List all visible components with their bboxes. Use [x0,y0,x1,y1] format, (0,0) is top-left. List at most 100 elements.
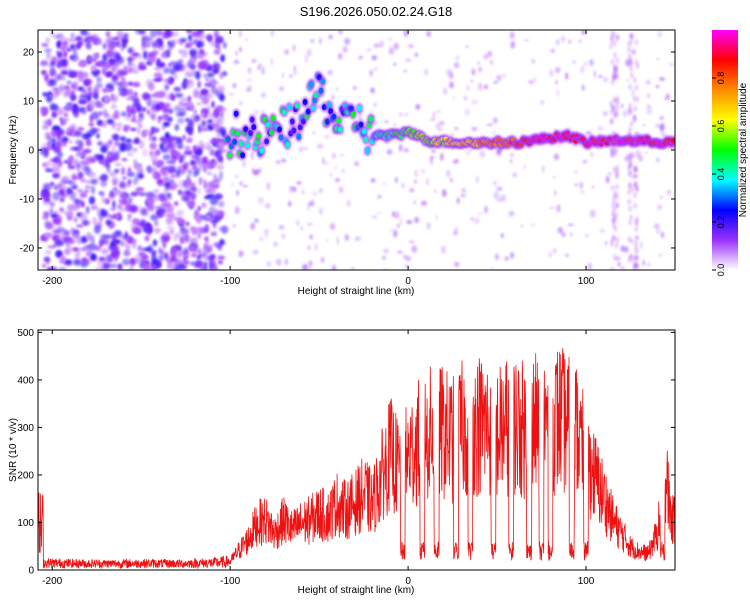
spectrogram-noise-blob [125,112,129,122]
spectrogram-noise-blob [464,108,471,116]
spectrogram-noise-blob [233,224,236,228]
spectrogram-noise-blob [161,201,167,206]
spectrogram-noise-blob [39,147,48,156]
spectrogram-noise-blob [209,149,216,156]
spectrogram-noise-blob [656,157,660,163]
spectrogram-noise-blob [470,79,473,83]
spectrogram-noise-blob [628,162,632,169]
spectrogram-noise-blob [134,172,142,181]
spectrogram-noise-blob [415,104,421,110]
spectrogram-noise-blob [377,44,384,47]
colorbar-gradient [712,30,738,270]
colorbar-tick-label: 0.6 [716,120,726,133]
spectrogram-noise-blob [168,142,173,148]
spectrogram-noise-blob [630,120,634,127]
spectrogram-noise-blob [634,226,638,233]
spectrogram-noise-blob [610,103,615,110]
spectrogram-noise-blob [610,34,614,41]
spectrogram-noise-blob [574,171,578,174]
spectrogram-noise-blob [400,217,402,226]
spectrogram-noise-blob [252,169,259,175]
spectrogram-noise-blob [265,203,271,209]
spectrogram-noise-blob [46,51,51,60]
spectrogram-noise-blob [52,183,58,188]
spectrogram-noise-blob [201,156,209,165]
spectrogram-noise-blob [82,71,89,79]
spectrogram-noise-blob [466,149,469,157]
spectrogram-noise-blob [151,103,155,111]
spectrogram-noise-blob [48,78,57,86]
spectrogram-track-core [671,138,675,143]
spectrogram-noise-blob [640,241,643,249]
spectrogram-noise-blob [135,165,142,172]
spectrogram-noise-blob [160,235,166,244]
y-tick-label: 10 [23,97,35,108]
spectrogram-noise-blob [392,211,395,218]
spectrogram-noise-blob [195,70,201,80]
spectrogram-track-core [368,115,374,122]
spectrogram-noise-blob [60,255,66,264]
spectrogram-noise-blob [235,50,238,56]
spectrogram-track-core [296,133,302,140]
spectrogram-noise-blob [358,55,363,60]
spectrogram-noise-blob [95,266,105,270]
spectrogram-noise-blob [510,252,515,259]
spectrogram-noise-blob [561,36,566,42]
spectrogram-noise-blob [40,70,47,74]
spectrogram-noise-blob [626,79,630,82]
spectrogram-noise-blob [188,34,193,41]
spectrogram-noise-blob [133,228,141,234]
spectrogram-noise-blob [102,142,111,149]
spectrogram-noise-blob [217,260,223,265]
spectrogram-noise-blob [121,157,128,162]
spectrogram-noise-blob [117,203,123,210]
spectrogram-noise-blob [83,80,90,87]
spectrogram-noise-blob [45,168,54,172]
spectrogram-noise-blob [581,30,586,35]
spectrogram-noise-blob [109,263,118,269]
spectrogram-noise-blob [642,123,645,127]
spectrogram-noise-blob [173,86,182,92]
spectrogram-noise-blob [659,195,664,199]
spectrogram-noise-blob [96,221,102,226]
spectrogram-noise-blob [214,107,220,114]
spectrogram-noise-blob [169,70,176,76]
spectrogram-noise-blob [217,255,226,260]
spectrogram-noise-blob [169,248,177,257]
spectrogram-noise-blob [84,40,92,48]
spectrogram-noise-blob [633,181,637,188]
spectrogram-noise-blob [197,205,202,212]
x-tick-label: -100 [220,276,240,287]
spectrogram-noise-blob [51,142,56,149]
spectrogram-noise-blob [589,209,596,218]
spectrogram-noise-blob [193,87,200,94]
spectrogram-noise-blob [540,100,544,105]
spectrogram-noise-blob [366,48,372,52]
spectrogram-noise-blob [194,155,202,164]
spectrogram-noise-blob [145,36,150,42]
spectrogram-noise-blob [414,52,418,57]
spectrogram-noise-blob [94,225,101,234]
spectrogram-noise-blob [59,37,69,44]
spectrogram-noise-blob [435,215,438,221]
spectrogram-noise-blob [177,144,184,150]
spectrogram-noise-blob [167,108,174,114]
spectrogram-noise-blob [213,176,222,184]
spectrogram-noise-blob [211,68,220,73]
spectrogram-noise-blob [167,40,172,46]
spectrogram-noise-blob [615,104,620,110]
spectrogram-noise-blob [63,160,70,164]
spectrogram-noise-blob [217,140,226,149]
spectrogram-noise-blob [612,206,616,213]
spectrogram-noise-blob [202,51,208,57]
spectrogram-noise-blob [194,259,204,268]
spectrogram-noise-blob [461,188,466,194]
spectrogram-noise-blob [493,191,500,200]
spectrogram-track-core [248,130,254,136]
spectrogram-noise-blob [629,60,633,67]
spectrogram-noise-blob [628,219,632,226]
spectrogram-noise-blob [388,47,394,55]
spectrogram-noise-blob [158,38,163,45]
spectrogram-noise-blob [426,222,431,230]
snr-panel: -200 -100 0 100 0 100 200 300 400 500 Height of … [8,328,676,596]
